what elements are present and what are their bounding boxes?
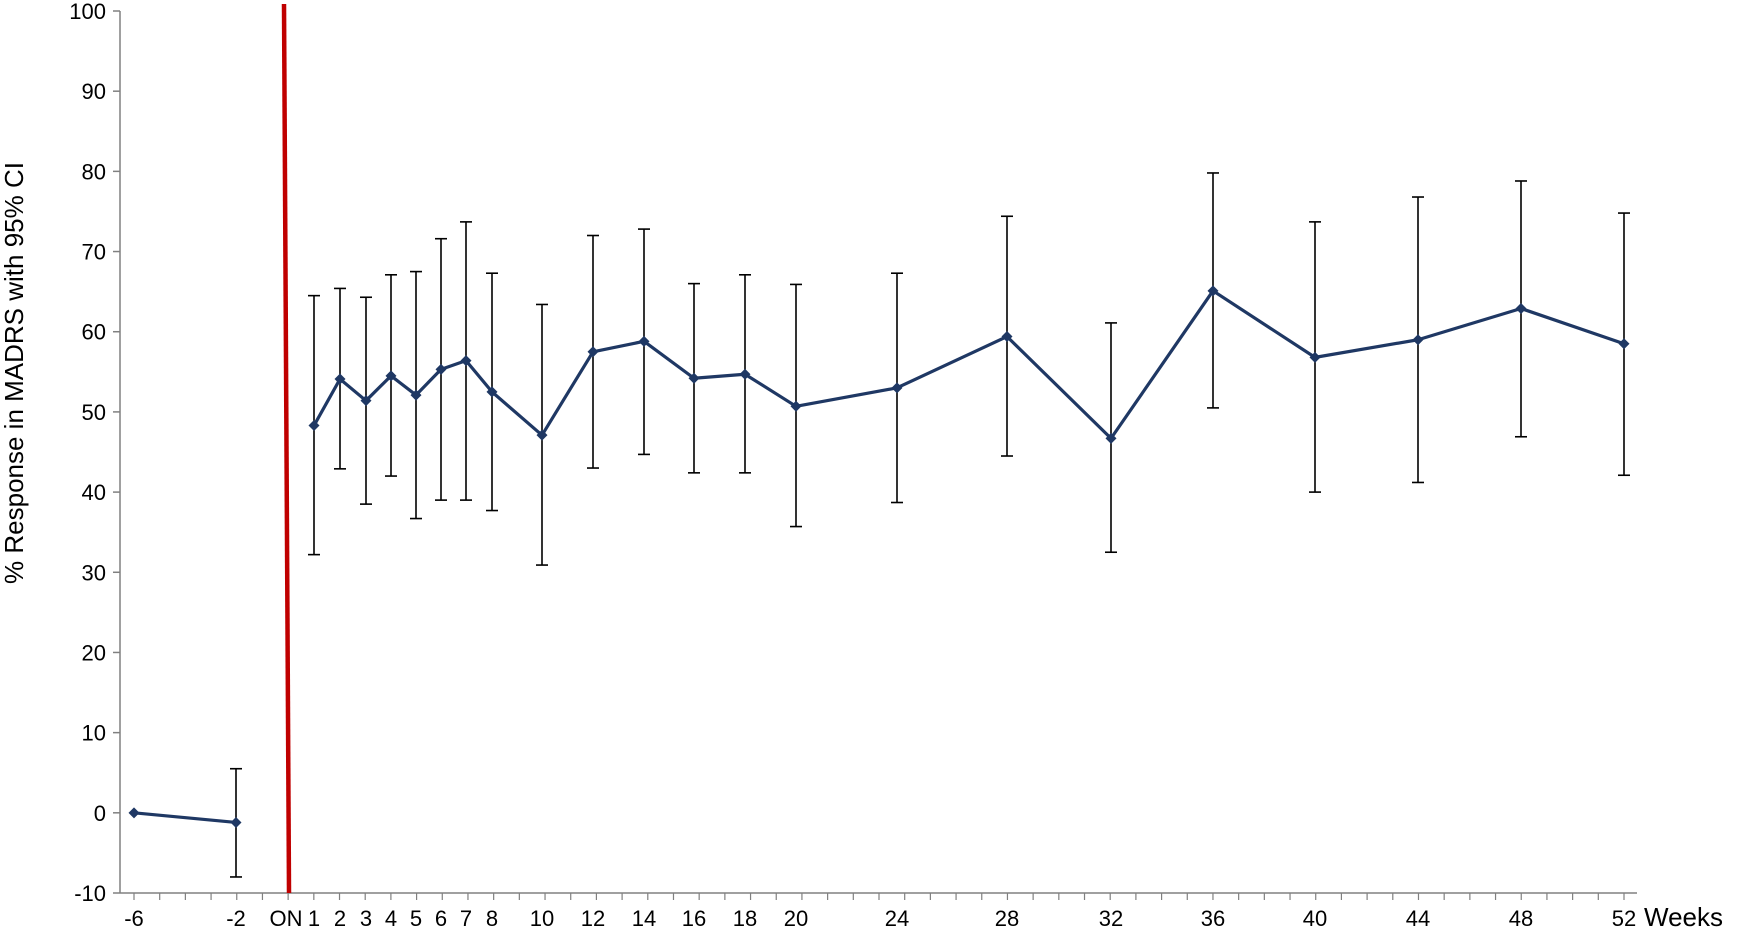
x-tick-label: 32 bbox=[1099, 906, 1123, 931]
x-tick-label: 8 bbox=[486, 906, 498, 931]
data-point bbox=[587, 346, 599, 358]
series-line bbox=[312, 289, 1625, 440]
x-tick-label: 12 bbox=[581, 906, 605, 931]
x-tick-labels: -6 -2 ON 1 2 3 4 5 6 7 8 10 12 14 16 18 20 24 28 32 36 40 44 48… bbox=[124, 906, 1636, 931]
data-point bbox=[230, 816, 242, 828]
y-tick-label: 40 bbox=[82, 480, 106, 505]
data-point bbox=[688, 372, 700, 384]
data-point bbox=[1618, 338, 1630, 350]
x-tick-label: 7 bbox=[460, 906, 472, 931]
x-tick-label: 2 bbox=[334, 906, 346, 931]
x-tick-label: -6 bbox=[124, 906, 144, 931]
x-tick-label: 52 bbox=[1612, 906, 1636, 931]
data-point bbox=[385, 370, 397, 382]
series-line bbox=[133, 811, 237, 825]
y-axis-title: % Response in MADRS with 95% CI bbox=[0, 162, 29, 584]
y-tick-label: 30 bbox=[82, 560, 106, 585]
x-tick-label: 6 bbox=[435, 906, 447, 931]
data-point bbox=[334, 373, 346, 385]
axes bbox=[113, 10, 1637, 900]
x-tick-label: 14 bbox=[632, 906, 656, 931]
data-point bbox=[790, 400, 802, 412]
data-point bbox=[360, 395, 372, 407]
data-point bbox=[410, 389, 422, 401]
x-tick-label: 20 bbox=[784, 906, 808, 931]
x-tick-label: 16 bbox=[682, 906, 706, 931]
x-tick-label: 10 bbox=[530, 906, 554, 931]
series-points bbox=[128, 285, 1630, 828]
x-axis-title: Weeks bbox=[1644, 902, 1723, 932]
x-tick-label: 44 bbox=[1406, 906, 1430, 931]
x-tick-label: 5 bbox=[410, 906, 422, 931]
y-tick-label: 80 bbox=[82, 159, 106, 184]
data-point bbox=[435, 363, 447, 375]
data-point bbox=[891, 382, 903, 394]
data-point bbox=[1001, 331, 1013, 343]
y-tick-label: 0 bbox=[94, 801, 106, 826]
data-point bbox=[308, 420, 320, 432]
data-point bbox=[486, 386, 498, 398]
data-point bbox=[460, 355, 472, 367]
x-tick-label: 4 bbox=[385, 906, 397, 931]
y-tick-label: 60 bbox=[82, 320, 106, 345]
data-point bbox=[638, 335, 650, 347]
x-tick-label: 36 bbox=[1201, 906, 1225, 931]
series-lines bbox=[133, 289, 1625, 825]
onset-marker bbox=[281, 3, 292, 894]
y-tick-label: 100 bbox=[69, 0, 106, 24]
data-point bbox=[1105, 432, 1117, 444]
y-tick-labels: -10 0 10 20 30 40 50 60 70 80 90 100 bbox=[69, 0, 106, 906]
data-point bbox=[128, 807, 140, 819]
x-tick-label: ON bbox=[270, 906, 303, 931]
y-tick-label: 70 bbox=[82, 240, 106, 265]
x-tick-label: 24 bbox=[885, 906, 909, 931]
y-tick-label: 50 bbox=[82, 400, 106, 425]
data-point bbox=[1412, 334, 1424, 346]
x-tick-label: 1 bbox=[308, 906, 320, 931]
data-point bbox=[536, 429, 548, 441]
data-point bbox=[1207, 285, 1219, 297]
x-tick-label: -2 bbox=[226, 906, 246, 931]
y-tick-label: 10 bbox=[82, 721, 106, 746]
data-point bbox=[1309, 351, 1321, 363]
data-point bbox=[739, 368, 751, 380]
onset-line bbox=[281, 3, 292, 894]
x-tick-label: 28 bbox=[995, 906, 1019, 931]
data-point bbox=[1515, 302, 1527, 314]
y-tick-label: -10 bbox=[74, 881, 106, 906]
x-tick-label: 40 bbox=[1303, 906, 1327, 931]
x-tick-label: 18 bbox=[733, 906, 757, 931]
y-tick-label: 20 bbox=[82, 640, 106, 665]
y-tick-label: 90 bbox=[82, 79, 106, 104]
x-tick-label: 48 bbox=[1509, 906, 1533, 931]
error-bars bbox=[230, 172, 1630, 878]
x-tick-label: 3 bbox=[360, 906, 372, 931]
